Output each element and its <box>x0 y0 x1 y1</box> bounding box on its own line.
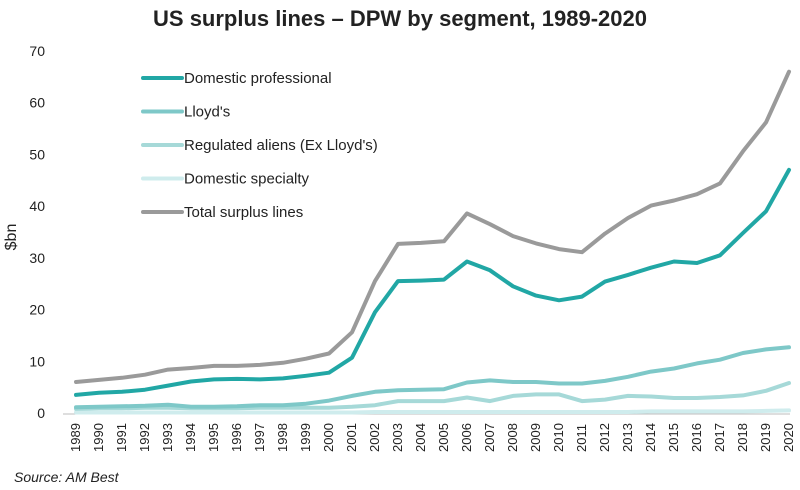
legend-label: Domestic specialty <box>184 171 310 188</box>
x-tick-label: 2003 <box>390 423 405 452</box>
x-tick-label: 2002 <box>367 423 382 452</box>
y-tick-label: 30 <box>29 250 45 266</box>
x-tick-label: 2009 <box>528 423 543 452</box>
series-lines <box>74 69 791 415</box>
x-tick-label: 2010 <box>551 423 566 452</box>
x-tick-label: 2005 <box>436 423 451 452</box>
y-tick-label: 70 <box>29 43 45 59</box>
x-tick-label: 2020 <box>781 423 796 452</box>
x-tick-label: 1995 <box>206 423 221 452</box>
x-tick-label: 1991 <box>114 423 129 452</box>
x-tick-label: 2001 <box>344 423 359 452</box>
x-tick-label: 1997 <box>252 423 267 452</box>
y-axis-label: $bn <box>3 224 20 251</box>
y-axis: 0 10 20 30 40 50 60 70 <box>29 43 45 421</box>
y-tick-label: 20 <box>29 302 45 318</box>
x-tick-label: 2006 <box>459 423 474 452</box>
x-tick-label: 1996 <box>229 423 244 452</box>
x-tick-label: 2012 <box>597 423 612 452</box>
legend-label: Domestic professional <box>184 70 332 87</box>
y-tick-label: 10 <box>29 353 45 369</box>
x-tick-label: 2014 <box>643 423 658 452</box>
x-tick-label: 2019 <box>758 423 773 452</box>
x-tick-label: 2017 <box>712 423 727 452</box>
x-tick-label: 2013 <box>620 423 635 452</box>
y-tick-label: 40 <box>29 198 45 214</box>
series-line-total-surplus-lines <box>74 69 791 384</box>
x-tick-label: 2018 <box>735 423 750 452</box>
x-tick-label: 1993 <box>160 423 175 452</box>
x-tick-label: 1994 <box>183 423 198 452</box>
legend-label: Lloyd's <box>184 104 230 121</box>
chart-title: US surplus lines – DPW by segment, 1989-… <box>153 6 647 31</box>
x-tick-label: 2007 <box>482 423 497 452</box>
x-tick-label: 2011 <box>574 424 589 452</box>
legend-label: Total surplus lines <box>184 204 303 221</box>
y-tick-label: 50 <box>29 146 45 162</box>
x-tick-label: 2004 <box>413 423 428 452</box>
x-tick-label: 2000 <box>321 423 336 452</box>
legend-label: Regulated aliens (Ex Lloyd's) <box>184 137 378 154</box>
x-tick-label: 1990 <box>91 423 106 452</box>
x-tick-label: 2015 <box>666 423 681 452</box>
x-tick-label: 1989 <box>68 423 83 452</box>
series-line-lloyd-s <box>74 345 791 410</box>
x-tick-label: 2016 <box>689 423 704 452</box>
y-tick-label: 60 <box>29 95 45 111</box>
series-line-domestic-professional <box>74 167 791 397</box>
x-tick-label: 1998 <box>275 423 290 452</box>
x-tick-label: 2008 <box>505 423 520 452</box>
x-tick-label: 1999 <box>298 423 313 452</box>
legend: Domestic professional Lloyd's Regulated al… <box>141 70 378 221</box>
source-note: Source: AM Best <box>14 469 120 485</box>
series-line-domestic-specialty <box>74 408 791 415</box>
y-tick-label: 0 <box>37 405 45 421</box>
x-axis: 1989 1990 1991 1992 1993 1994 1995 1996 1997 1998… <box>68 423 796 452</box>
x-tick-label: 1992 <box>137 423 152 452</box>
